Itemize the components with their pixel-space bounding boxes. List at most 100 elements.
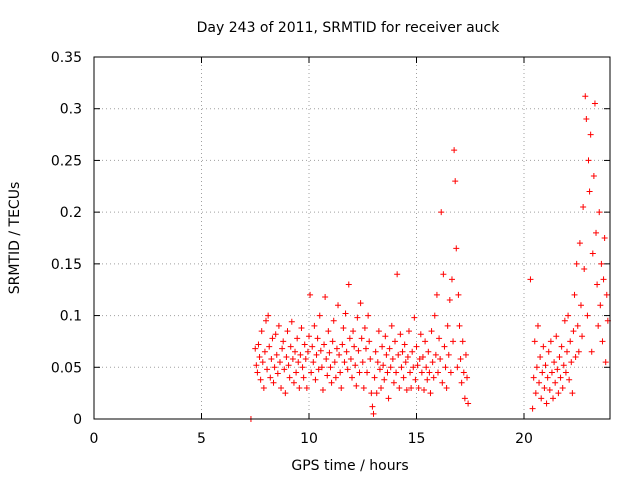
data-point	[401, 341, 408, 348]
data-point	[258, 328, 265, 335]
data-point	[365, 312, 372, 319]
data-point	[429, 359, 436, 366]
data-point	[458, 379, 465, 386]
data-point	[374, 359, 381, 366]
data-point	[372, 348, 379, 355]
data-point	[439, 379, 446, 386]
data-point	[362, 345, 369, 352]
data-point	[540, 343, 547, 350]
data-point	[456, 322, 463, 329]
data-point	[253, 362, 260, 369]
data-point	[442, 364, 449, 371]
data-point	[542, 362, 549, 369]
data-point	[279, 345, 286, 352]
data-point	[349, 374, 355, 381]
data-point	[588, 348, 595, 355]
data-point	[390, 379, 397, 386]
data-point	[373, 390, 380, 397]
data-point	[366, 338, 373, 345]
data-point	[370, 410, 377, 417]
data-point	[415, 384, 422, 391]
data-point	[574, 322, 581, 329]
data-point	[311, 322, 318, 329]
data-point	[419, 353, 426, 360]
data-point	[591, 100, 598, 107]
data-point	[556, 353, 563, 360]
data-point	[272, 331, 279, 338]
data-point	[568, 359, 575, 366]
data-point	[460, 369, 467, 376]
data-point	[423, 364, 430, 371]
data-point	[379, 343, 386, 350]
data-point	[403, 387, 410, 394]
data-point	[317, 347, 324, 354]
data-point	[323, 356, 330, 363]
data-point	[256, 353, 263, 360]
data-point	[547, 338, 554, 345]
data-point	[585, 157, 592, 164]
data-point	[595, 322, 602, 329]
data-point	[343, 348, 350, 355]
plot-frame	[93, 56, 611, 420]
data-point	[316, 312, 323, 319]
data-point	[385, 395, 392, 402]
data-point	[550, 395, 557, 402]
data-point	[533, 364, 540, 371]
data-point	[382, 333, 389, 340]
data-point	[278, 384, 285, 391]
data-point	[303, 384, 310, 391]
data-point	[273, 351, 280, 358]
data-point	[281, 366, 288, 373]
data-point	[288, 318, 295, 325]
data-point	[394, 271, 401, 278]
data-point	[289, 356, 296, 363]
data-point	[414, 362, 421, 369]
data-point	[336, 351, 343, 358]
y-tick-label: 0.05	[51, 360, 82, 376]
data-point	[302, 356, 309, 363]
data-point	[369, 403, 376, 410]
data-point	[544, 374, 551, 381]
data-point	[361, 324, 368, 331]
data-point	[286, 374, 293, 381]
data-point	[426, 369, 433, 376]
data-point	[418, 369, 425, 376]
data-point	[271, 364, 278, 371]
data-point	[282, 390, 289, 397]
data-point	[596, 209, 603, 216]
data-point	[430, 374, 437, 381]
data-point	[287, 343, 294, 350]
data-point	[454, 364, 461, 371]
data-point	[587, 131, 594, 138]
data-point	[551, 359, 558, 366]
data-point	[340, 324, 347, 331]
data-point	[451, 147, 458, 154]
data-point	[431, 312, 438, 319]
data-point	[358, 335, 365, 342]
data-point	[307, 291, 314, 298]
data-point	[268, 356, 275, 363]
data-point	[437, 356, 444, 363]
data-point	[389, 356, 396, 363]
data-point	[396, 384, 403, 391]
data-point	[575, 348, 582, 355]
data-point	[447, 369, 454, 376]
data-point	[582, 93, 589, 100]
data-point	[296, 384, 303, 391]
data-point	[345, 281, 352, 288]
data-point	[583, 116, 590, 123]
data-point	[445, 351, 452, 358]
data-point	[438, 209, 445, 216]
data-point	[530, 374, 537, 381]
data-point	[359, 359, 366, 366]
data-point	[298, 324, 305, 331]
data-point	[332, 374, 339, 381]
data-point	[260, 384, 267, 391]
data-point	[321, 341, 328, 348]
data-point	[597, 302, 604, 309]
data-point	[331, 359, 338, 366]
data-point	[335, 302, 342, 309]
data-point	[560, 362, 567, 369]
data-point	[314, 335, 321, 342]
data-point	[541, 384, 548, 391]
